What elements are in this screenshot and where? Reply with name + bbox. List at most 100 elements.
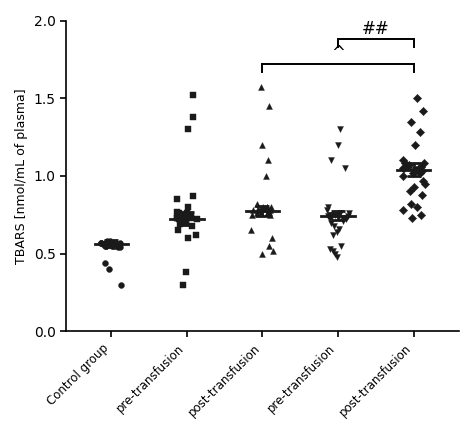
Y-axis label: TBARS [nmol/mL of plasma]: TBARS [nmol/mL of plasma] [15, 88, 28, 264]
Point [330, 222, 337, 229]
Point [261, 205, 269, 212]
Point [117, 244, 124, 251]
Point [249, 211, 256, 218]
Point [103, 241, 111, 248]
Point [103, 238, 110, 245]
Point [112, 241, 120, 248]
Point [417, 163, 425, 170]
Point [258, 210, 265, 217]
Point [173, 208, 181, 215]
Point [328, 213, 335, 220]
Point [327, 211, 335, 218]
Point [337, 210, 344, 217]
Point [339, 217, 346, 224]
Point [328, 157, 335, 164]
Point [256, 207, 264, 214]
Point [257, 84, 265, 91]
Point [247, 227, 255, 234]
Point [419, 107, 427, 114]
Point [106, 239, 113, 246]
Point [337, 242, 345, 249]
Point [189, 113, 197, 120]
Point [331, 211, 339, 218]
Point [254, 207, 262, 214]
Point [412, 166, 420, 173]
Point [324, 204, 332, 210]
Point [177, 213, 185, 220]
Point [188, 222, 196, 229]
Point [106, 239, 114, 246]
Point [183, 210, 191, 217]
Point [101, 242, 109, 249]
Text: ##: ## [362, 20, 390, 38]
Point [404, 163, 411, 170]
Point [399, 207, 407, 214]
Point [189, 193, 196, 200]
Point [254, 205, 261, 212]
Point [109, 239, 116, 246]
Point [178, 211, 186, 218]
Point [109, 241, 117, 248]
Point [400, 164, 407, 171]
Point [264, 157, 272, 164]
Point [418, 191, 426, 198]
Point [184, 204, 192, 210]
Point [335, 141, 342, 148]
Point [258, 250, 266, 257]
Point [103, 242, 110, 249]
Point [333, 228, 340, 235]
Point [413, 204, 421, 210]
Point [417, 211, 424, 218]
Point [179, 281, 186, 288]
Point [184, 213, 192, 220]
Point [416, 169, 423, 176]
Point [106, 238, 114, 245]
Point [111, 242, 118, 249]
Point [337, 126, 344, 133]
Point [173, 214, 181, 221]
Point [345, 213, 352, 220]
Point [118, 281, 125, 288]
Point [173, 196, 180, 203]
Point [175, 216, 183, 223]
Point [193, 216, 201, 223]
Point [401, 164, 408, 171]
Point [182, 217, 190, 224]
Point [264, 205, 272, 212]
Point [190, 92, 197, 99]
Point [421, 180, 428, 187]
Point [174, 227, 182, 234]
Point [192, 231, 200, 238]
Point [419, 177, 427, 184]
Point [97, 239, 104, 246]
Point [108, 241, 115, 248]
Point [327, 211, 334, 218]
Point [405, 161, 412, 168]
Point [342, 216, 349, 223]
Point [263, 204, 271, 210]
Point [177, 211, 184, 218]
Point [327, 219, 335, 226]
Point [399, 172, 406, 179]
Point [335, 225, 342, 232]
Point [180, 216, 188, 223]
Point [326, 246, 334, 253]
Point [400, 157, 407, 164]
Point [184, 126, 191, 133]
Point [182, 269, 190, 276]
Point [420, 160, 428, 167]
Point [266, 207, 274, 214]
Point [408, 214, 416, 221]
Point [97, 239, 104, 246]
Point [401, 160, 409, 167]
Point [99, 241, 107, 248]
Point [267, 204, 274, 210]
Point [339, 214, 347, 221]
Point [111, 241, 119, 248]
Point [249, 207, 256, 214]
Point [269, 247, 277, 254]
Point [333, 253, 341, 260]
Point [411, 141, 419, 148]
Point [264, 204, 271, 210]
Point [102, 242, 109, 249]
